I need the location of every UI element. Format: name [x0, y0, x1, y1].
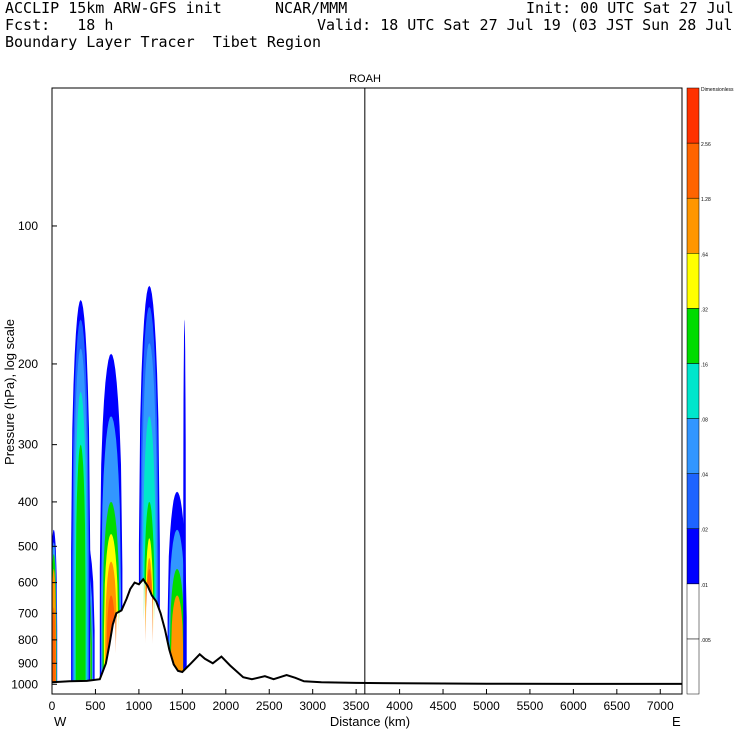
y-tick-label: 400	[18, 495, 38, 509]
colorbar-swatch	[686, 142, 700, 199]
colorbar-label: .01	[701, 583, 708, 589]
colorbar-label: Dimensionless	[701, 87, 734, 93]
tracer-contour-fill	[183, 319, 186, 672]
x-axis-left-end: W	[54, 714, 67, 729]
colorbar-swatch	[686, 308, 700, 364]
y-tick-label: 500	[18, 539, 38, 553]
x-tick-label: 5500	[517, 699, 544, 713]
header-line1-left: ACCLIP 15km ARW-GFS init	[5, 0, 222, 17]
colorbar-swatch	[686, 528, 700, 585]
colorbar-label: .02	[701, 528, 708, 534]
tracer-contour-fill	[75, 444, 86, 682]
y-tick-label: 200	[18, 357, 38, 371]
x-tick-label: 6000	[560, 699, 587, 713]
tracer-contour-fill	[171, 595, 184, 672]
colorbar-label: 2.56	[701, 142, 711, 148]
colorbar: .005 .01 .02 .04 .08 .16 .32 .64 1.28 2.56 Dimensi…	[686, 87, 734, 695]
x-axis-label: Distance (km)	[330, 714, 410, 729]
y-tick-label: 1000	[11, 677, 38, 691]
colorbar-label: .32	[701, 307, 708, 313]
x-tick-label: 7000	[647, 699, 674, 713]
tracer-contour-fill	[145, 568, 153, 644]
x-tick-label: 1500	[169, 699, 196, 713]
colorbar-swatch	[686, 87, 700, 144]
tracer-contour-fill	[52, 607, 56, 684]
x-tick-label: 6500	[603, 699, 630, 713]
header-line2-right: Valid: 18 UTC Sat 27 Jul 19 (03 JST Sun …	[317, 16, 740, 34]
colorbar-label: .16	[701, 362, 708, 368]
chart-title: ROAH	[349, 73, 381, 85]
header-line3-left: Boundary Layer Tracer Tibet Region	[5, 33, 322, 51]
x-tick-label: 5000	[473, 699, 500, 713]
y-tick-label: 900	[18, 656, 38, 670]
terrain-line	[51, 577, 682, 685]
y-tick-label: 100	[18, 219, 38, 233]
x-tick-label: 3500	[343, 699, 370, 713]
colorbar-label: .04	[701, 473, 708, 479]
header-line2-left: Fcst: 18 h	[5, 16, 114, 34]
x-tick-label: 4000	[386, 699, 413, 713]
x-tick-label: 0	[49, 699, 56, 713]
colorbar-label: .005	[701, 638, 711, 644]
header-line1-right: Init: 00 UTC Sat 27 Jul 19	[526, 0, 740, 17]
x-axis-right-end: E	[672, 714, 681, 729]
header-line1-mid: NCAR/MMM	[275, 0, 348, 17]
colorbar-label: .64	[701, 252, 708, 258]
tracer-contours	[52, 285, 187, 684]
colorbar-swatch	[686, 583, 700, 640]
y-tick-label: 800	[18, 633, 38, 647]
y-tick-label: 700	[18, 606, 38, 620]
tracer-contour-fill	[145, 557, 153, 641]
plot-frame	[51, 87, 683, 695]
x-tick-label: 4500	[430, 699, 457, 713]
colorbar-swatch	[686, 197, 700, 254]
x-tick-label: 3000	[299, 699, 326, 713]
x-tick-label: 2000	[212, 699, 239, 713]
colorbar-label: 1.28	[701, 197, 711, 203]
colorbar-swatch	[686, 253, 700, 309]
x-tick-label: 2500	[256, 699, 283, 713]
colorbar-swatch	[686, 418, 700, 474]
x-tick-label: 500	[85, 699, 105, 713]
colorbar-swatch	[686, 638, 700, 695]
y-tick-label: 300	[18, 438, 38, 452]
colorbar-swatch	[686, 473, 700, 529]
y-axis-label: Pressure (hPa), log scale	[2, 319, 17, 465]
colorbar-swatch	[686, 363, 700, 419]
colorbar-label: .08	[701, 418, 708, 424]
y-tick-label: 600	[18, 576, 38, 590]
x-tick-label: 1000	[126, 699, 153, 713]
